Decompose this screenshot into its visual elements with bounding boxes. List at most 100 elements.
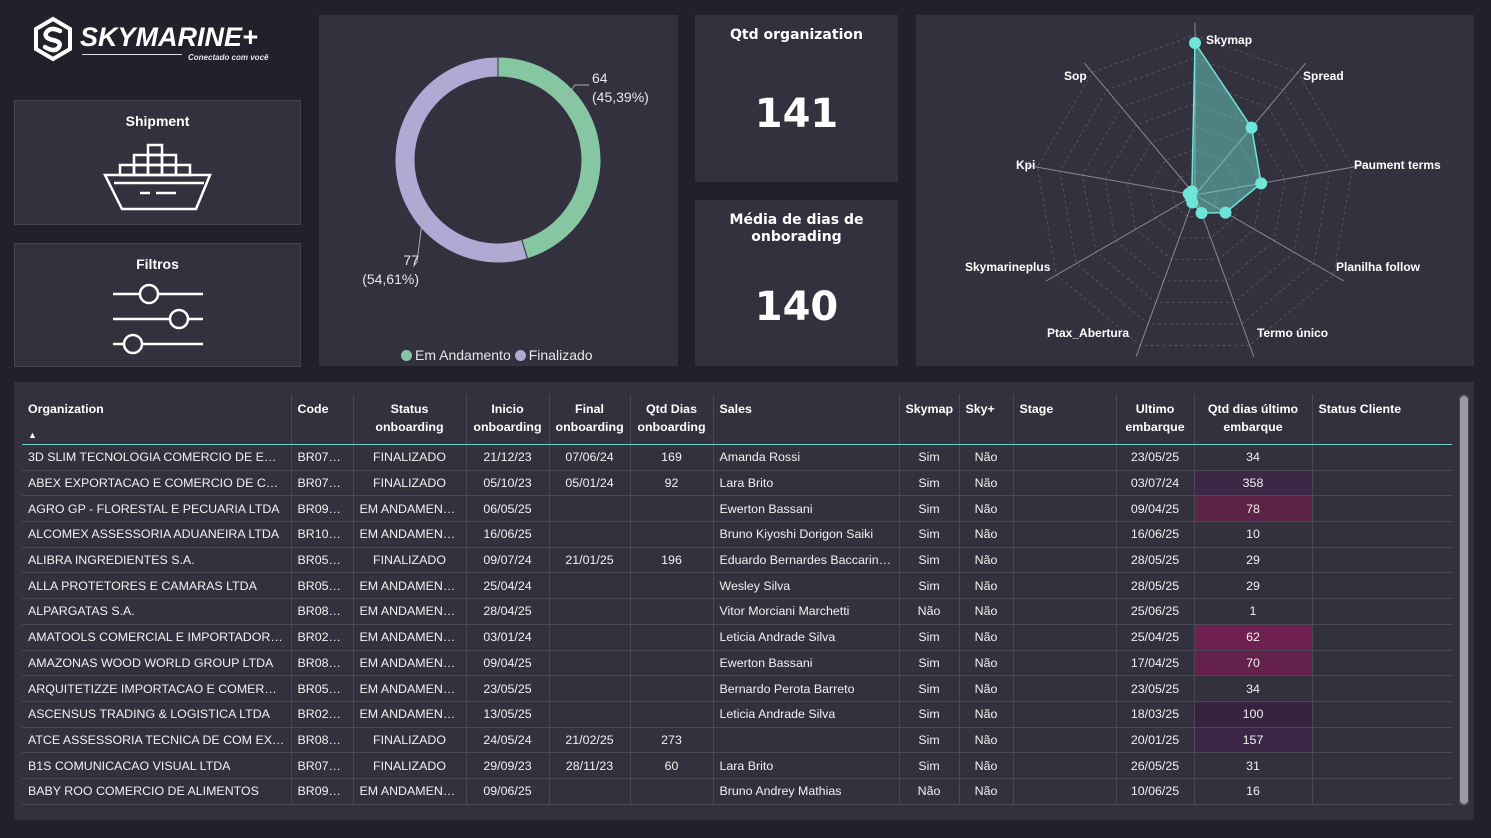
cell-qtd-dias-ultimo-embarque: 78 xyxy=(1194,495,1313,523)
cell-organization: ALCOMEX ASSESSORIA ADUANEIRA LTDA xyxy=(22,521,292,548)
cell-sky-plus: Não xyxy=(959,675,1014,702)
kpi-media-dias-title-line2: onborading xyxy=(751,229,842,245)
cell-sky-plus: Não xyxy=(959,444,1014,471)
cell-status-cliente xyxy=(1312,572,1452,600)
cell-sales: Bernardo Perota Barreto xyxy=(713,675,900,702)
col-header-status-onboarding[interactable]: Status onboarding xyxy=(353,394,467,445)
ship-icon xyxy=(102,143,212,211)
table-row[interactable]: ATCE ASSESSORIA TECNICA DE COM EXTERIOR … xyxy=(22,727,1452,754)
cell-skymap: Sim xyxy=(899,444,960,471)
cell-sales: Eduardo Bernardes Baccarini Silva xyxy=(713,547,900,574)
col-header-sales[interactable]: Sales xyxy=(713,394,900,445)
cell-ultimo-embarque: 28/05/25 xyxy=(1116,572,1195,600)
table-row[interactable]: ALPARGATAS S.A. BR08926 EM ANDAMENTO 28/04/… xyxy=(22,598,1452,625)
donut-slice-em-andamento[interactable] xyxy=(394,56,529,264)
table-scrollbar[interactable] xyxy=(1459,394,1469,806)
cell-skymap: Sim xyxy=(899,650,960,677)
cell-qtd-dias-ultimo-embarque: 34 xyxy=(1194,675,1313,702)
onboarding-status-donut-card: 64 (45,39%) 77 (54,61%) Em Andamento Fin… xyxy=(319,15,678,366)
col-header-code[interactable]: Code xyxy=(291,394,354,445)
cell-qtd-dias-onboarding: 169 xyxy=(630,444,714,471)
cell-ultimo-embarque: 23/05/25 xyxy=(1116,675,1195,702)
cell-skymap: Sim xyxy=(899,572,960,600)
table-row[interactable]: ALIBRA INGREDIENTES S.A. BR05314 FINALIZAD… xyxy=(22,547,1452,574)
filters-button[interactable]: Filtros xyxy=(14,243,301,367)
cell-status-onboarding: EM ANDAMENTO xyxy=(353,521,467,548)
table-row[interactable]: ALCOMEX ASSESSORIA ADUANEIRA LTDA BR10479… xyxy=(22,521,1452,548)
cell-qtd-dias-ultimo-embarque: 70 xyxy=(1194,650,1313,677)
table-row[interactable]: ARQUITETIZZE IMPORTACAO E COMERCIO AUTOM… xyxy=(22,675,1452,702)
cell-status-onboarding: FINALIZADO xyxy=(353,727,467,754)
cell-status-onboarding: EM ANDAMENTO xyxy=(353,675,467,702)
radar-axis-skymarineplus xyxy=(1045,194,1196,282)
cell-inicio-onboarding: 03/01/24 xyxy=(466,624,550,651)
cell-sky-plus: Não xyxy=(959,521,1014,548)
kpi-media-dias-title-line1: Média de dias de xyxy=(729,212,864,228)
radar-point-paument-terms[interactable] xyxy=(1255,177,1268,190)
cell-inicio-onboarding: 21/12/23 xyxy=(466,444,550,471)
col-header-final-onboarding[interactable]: Final onboarding xyxy=(549,394,631,445)
cell-status-cliente xyxy=(1312,778,1452,805)
table-row[interactable]: AGRO GP - FLORESTAL E PECUARIA LTDA BR098… xyxy=(22,495,1452,523)
cell-code: BR07181 xyxy=(291,444,354,471)
legend-item-finalizado[interactable]: Finalizado xyxy=(514,347,593,363)
col-header-status-cliente[interactable]: Status Cliente xyxy=(1312,394,1452,445)
radar-axis-planilha-follow xyxy=(1194,194,1345,282)
col-header-organization-label: Organization xyxy=(28,402,104,416)
radar-point-skymap[interactable] xyxy=(1189,37,1201,49)
table-scrollbar-thumb[interactable] xyxy=(1460,396,1468,804)
col-header-ultimo-embarque[interactable]: Ultimo embarque xyxy=(1116,394,1195,445)
radar-point-spread[interactable] xyxy=(1245,121,1258,134)
radar-grid-ring xyxy=(1036,34,1354,346)
radar-point-termo-nico[interactable] xyxy=(1195,207,1208,220)
cell-stage xyxy=(1013,495,1117,523)
col-header-inicio-line1: Inicio xyxy=(491,402,524,416)
table-row[interactable]: AMAZONAS WOOD WORLD GROUP LTDA BR08878 EM … xyxy=(22,650,1452,677)
cell-code: BR05402 xyxy=(291,572,354,600)
cell-status-onboarding: EM ANDAMENTO xyxy=(353,701,467,728)
onboarding-donut-chart xyxy=(394,56,602,268)
shipment-button[interactable]: Shipment xyxy=(14,100,301,225)
radar-axis-termo-nico xyxy=(1194,194,1255,357)
table-row[interactable]: ALLA PROTETORES E CAMARAS LTDA BR05402 EM … xyxy=(22,572,1452,600)
table-row[interactable]: AMATOOLS COMERCIAL E IMPORTADORA LTDA BR0… xyxy=(22,624,1452,651)
col-header-inicio-onboarding[interactable]: Inicio onboarding xyxy=(466,394,550,445)
col-header-sky-plus[interactable]: Sky+ xyxy=(959,394,1014,445)
col-header-organization[interactable]: Organization ▲ xyxy=(22,394,292,445)
cell-qtd-dias-ultimo-embarque: 62 xyxy=(1194,624,1313,651)
table-row[interactable]: ABEX EXPORTACAO E COMERCIO DE CAFE LTDAB… xyxy=(22,470,1452,497)
kpi-media-dias-value: 140 xyxy=(754,284,839,330)
legend-label-em-andamento: Em Andamento xyxy=(415,347,511,363)
radar-point-sop[interactable] xyxy=(1185,185,1198,198)
cell-sky-plus: Não xyxy=(959,727,1014,754)
col-header-qtd-dias-ultimo-line2: embarque xyxy=(1223,420,1283,434)
cell-final-onboarding xyxy=(549,521,631,548)
cell-code: BR08926 xyxy=(291,598,354,625)
col-header-qtd-dias-onboarding[interactable]: Qtd Dias onboarding xyxy=(630,394,714,445)
radar-axis-paument-terms xyxy=(1194,164,1365,196)
table-row[interactable]: B1S COMUNICACAO VISUAL LTDA BR07342 FINALI… xyxy=(22,752,1452,779)
shipment-label: Shipment xyxy=(125,113,190,129)
table-row[interactable]: BABY ROO COMERCIO DE ALIMENTOS BR09606 EM … xyxy=(22,778,1452,805)
sort-ascending-icon[interactable]: ▲ xyxy=(28,430,37,440)
col-header-qtd-dias-ultimo-embarque[interactable]: Qtd dias último embarque xyxy=(1194,394,1313,445)
cell-qtd-dias-ultimo-embarque: 157 xyxy=(1194,727,1313,754)
radar-point-planilha-follow[interactable] xyxy=(1219,206,1232,219)
donut-slice-finalizado[interactable] xyxy=(497,56,602,260)
cell-status-onboarding: FINALIZADO xyxy=(353,444,467,471)
radar-chart xyxy=(1025,23,1365,357)
cell-ultimo-embarque: 09/04/25 xyxy=(1116,495,1195,523)
radar-axis-kpi xyxy=(1025,164,1196,196)
cell-skymap: Sim xyxy=(899,701,960,728)
cell-qtd-dias-onboarding xyxy=(630,598,714,625)
col-header-skymap[interactable]: Skymap xyxy=(899,394,960,445)
cell-final-onboarding xyxy=(549,572,631,600)
table-row[interactable]: ASCENSUS TRADING & LOGISTICA LTDA BR02173… xyxy=(22,701,1452,728)
col-header-stage[interactable]: Stage xyxy=(1013,394,1117,445)
table-row[interactable]: 3D SLIM TECNOLOGIA COMERCIO DE EQUIPAMEN… xyxy=(22,444,1452,471)
cell-inicio-onboarding: 06/05/25 xyxy=(466,495,550,523)
legend-item-em-andamento[interactable]: Em Andamento xyxy=(401,347,511,363)
cell-skymap: Sim xyxy=(899,470,960,497)
cell-inicio-onboarding: 28/04/25 xyxy=(466,598,550,625)
brand-rule xyxy=(82,54,182,55)
